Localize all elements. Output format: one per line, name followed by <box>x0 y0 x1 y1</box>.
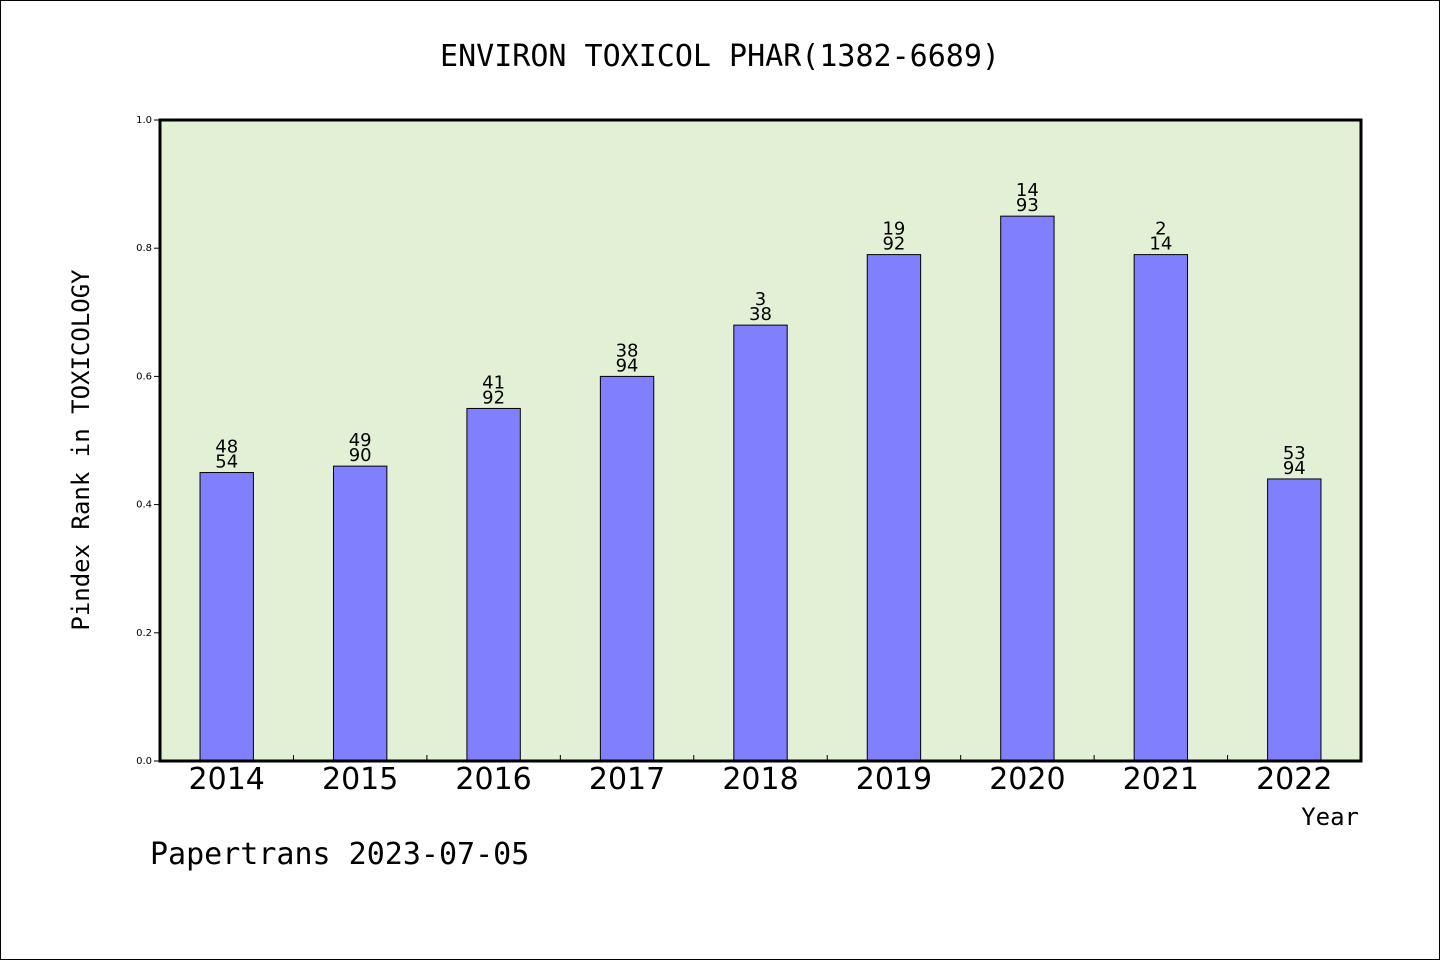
chart-title: ENVIRON TOXICOL PHAR(1382-6689) <box>440 39 1000 74</box>
plot-border <box>158 118 1363 763</box>
bar-2020 <box>1000 215 1055 762</box>
x-tick-label: 2016 <box>455 762 531 797</box>
x-tick-label: 2015 <box>322 762 398 797</box>
x-tick-label: 2019 <box>856 762 932 797</box>
total-label: 92 <box>882 234 905 255</box>
rank-label: 2 <box>1155 219 1166 240</box>
total-label: 94 <box>1283 458 1306 479</box>
rank-label: 14 <box>1016 180 1039 201</box>
bar-2021 <box>1133 254 1189 762</box>
bar-2018 <box>733 324 788 762</box>
rank-label: 38 <box>616 340 639 361</box>
y-tick-label: 0.6 <box>136 371 152 382</box>
data-labels: 2014485420154990201641922017389420183382… <box>189 180 1333 797</box>
rank-label: 3 <box>755 289 766 310</box>
total-label: 93 <box>1016 195 1039 216</box>
x-tick-label: 2014 <box>189 762 265 797</box>
total-label: 38 <box>749 304 772 325</box>
total-label: 90 <box>349 445 372 466</box>
bar-2014 <box>199 472 254 762</box>
rank-label: 41 <box>482 372 505 393</box>
y-tick-label: 1.0 <box>136 115 152 126</box>
x-axis-label: Year <box>1301 803 1359 831</box>
y-tick-label: 0.0 <box>136 756 152 767</box>
bar-2017 <box>599 375 655 762</box>
bar-2016 <box>466 407 521 762</box>
footer-credit: Papertrans 2023-07-05 <box>150 837 529 872</box>
y-tick-label: 0.4 <box>136 500 152 511</box>
total-label: 94 <box>616 355 639 376</box>
y-tick-label: 0.2 <box>136 628 152 639</box>
x-tick-label: 2017 <box>589 762 665 797</box>
rank-label: 49 <box>349 430 372 451</box>
bar-2022 <box>1267 478 1322 762</box>
y-axis-label: Pindex Rank in TOXICOLOGY <box>67 269 95 631</box>
total-label: 92 <box>482 387 505 408</box>
bar-2019 <box>866 254 922 762</box>
x-tick-label: 2020 <box>989 762 1065 797</box>
y-tick-label: 0.8 <box>136 243 152 254</box>
x-tick-label: 2021 <box>1123 762 1199 797</box>
x-tick-label: 2022 <box>1256 762 1332 797</box>
rank-label: 48 <box>215 437 238 458</box>
bars <box>199 215 1322 762</box>
rank-label: 53 <box>1283 443 1306 464</box>
total-label: 54 <box>215 452 238 473</box>
rank-label: 19 <box>882 219 905 240</box>
bar-2015 <box>332 465 388 762</box>
total-label: 14 <box>1149 234 1172 255</box>
x-tick-label: 2018 <box>722 762 798 797</box>
